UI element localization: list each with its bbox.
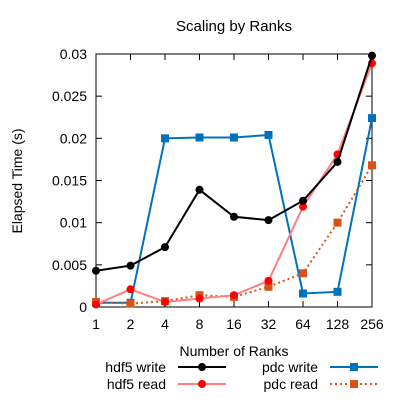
series-pdc-write <box>92 114 376 307</box>
series-hdf5-write <box>92 51 376 275</box>
legend-marker <box>350 380 358 388</box>
y-axis-label: Elapsed Time (s) <box>9 128 25 233</box>
legend-item-hdf5-read: hdf5 read <box>107 376 226 392</box>
legend-marker <box>198 363 206 371</box>
y-tick-label: 0.02 <box>60 130 87 146</box>
data-point <box>264 130 273 139</box>
legend-label: pdc read <box>264 376 318 392</box>
series-line-pdc-read <box>95 164 373 305</box>
data-point <box>126 285 135 294</box>
legend-item-pdc-write: pdc write <box>262 359 378 375</box>
x-tick-label: 16 <box>226 316 242 332</box>
x-tick-label: 128 <box>326 316 350 332</box>
y-tick-label: 0.015 <box>52 173 87 189</box>
data-point <box>195 133 204 142</box>
data-point <box>333 287 342 296</box>
legend-label: hdf5 write <box>105 359 166 375</box>
legend-marker <box>350 363 358 371</box>
data-point <box>195 185 204 194</box>
legend-item-pdc-read: pdc read <box>264 376 378 392</box>
series-line-pdc-write <box>96 117 373 304</box>
x-tick-label: 4 <box>161 316 169 332</box>
x-tick-label: 1 <box>92 316 100 332</box>
x-axis-label: Number of Ranks <box>180 343 289 359</box>
x-tick-label: 8 <box>196 316 204 332</box>
data-point <box>333 218 342 227</box>
legend-marker <box>198 380 206 388</box>
series-layer <box>92 51 376 309</box>
y-tick-label: 0 <box>79 299 87 315</box>
data-point <box>92 266 100 275</box>
data-point <box>230 212 238 221</box>
data-point <box>161 297 169 306</box>
data-point <box>230 291 238 300</box>
data-point <box>299 269 307 278</box>
y-tick-label: 0.01 <box>60 215 87 231</box>
x-tick-label: 2 <box>127 316 135 332</box>
data-point <box>126 261 135 270</box>
data-point <box>264 216 273 225</box>
x-tick-label: 256 <box>360 316 384 332</box>
y-tick-label: 0.03 <box>60 46 87 62</box>
series-hdf5-read <box>92 59 376 309</box>
data-point <box>161 243 169 252</box>
data-point <box>195 294 204 303</box>
data-point <box>126 299 135 308</box>
chart-title: Scaling by Ranks <box>176 18 292 35</box>
data-point <box>264 282 273 291</box>
data-point <box>92 300 100 309</box>
y-tick-label: 0.005 <box>52 257 87 273</box>
y-axis: 0 0.005 0.01 0.015 0.02 0.025 0.03 <box>52 46 372 315</box>
x-tick-label: 32 <box>261 316 277 332</box>
y-tick-label: 0.025 <box>52 88 87 104</box>
legend-item-hdf5-write: hdf5 write <box>105 359 226 375</box>
data-point <box>299 196 307 205</box>
legend-label: pdc write <box>262 359 318 375</box>
data-point <box>368 51 376 60</box>
x-axis: 1 2 4 8 16 32 64 128 256 <box>92 54 384 332</box>
x-tick-label: 64 <box>295 316 311 332</box>
data-point <box>264 276 273 285</box>
data-point <box>299 202 307 211</box>
legend-label: hdf5 read <box>107 376 166 392</box>
data-point <box>230 133 238 142</box>
data-point <box>299 289 307 298</box>
data-point <box>368 161 376 170</box>
data-point <box>161 134 169 143</box>
data-point <box>333 157 342 166</box>
data-point <box>368 114 376 123</box>
